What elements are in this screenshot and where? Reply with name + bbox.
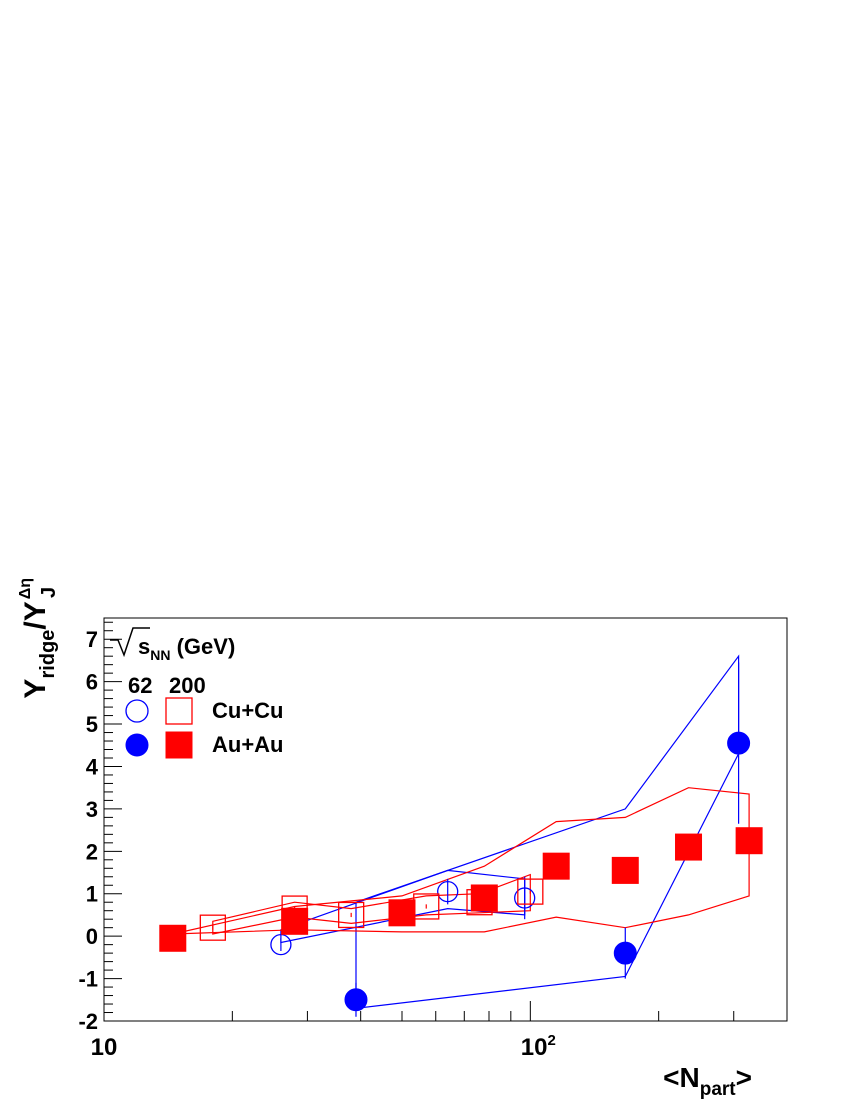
- y-tick-label: -1: [78, 967, 98, 992]
- au-au-200-marker: [735, 827, 763, 855]
- legend-auau-200-marker: [165, 731, 193, 759]
- y-tick-label: 5: [86, 712, 98, 737]
- cu-cu-62-marker: [270, 933, 292, 956]
- legend-col-62: 62: [128, 673, 152, 698]
- au-au-62-marker: [613, 941, 637, 965]
- legend-label-auau: Au+Au: [212, 732, 284, 757]
- y-tick-label: 7: [86, 627, 98, 652]
- y-axis-label-part: Y: [19, 679, 52, 699]
- legend-label-cucu: Cu+Cu: [212, 698, 284, 723]
- y-axis-label-part: /Y: [19, 601, 52, 629]
- cu-cu-62-marker: [514, 887, 536, 909]
- y-tick-label: 2: [86, 839, 98, 864]
- legend-label-cucu-part: Cu+Cu: [212, 698, 284, 723]
- au-au-200-marker: [159, 924, 187, 952]
- au-au-200-marker: [388, 899, 416, 927]
- x-axis-label-part: >: [736, 1062, 752, 1093]
- legend-label-auau-part: Au+Au: [212, 732, 284, 757]
- cu-cu-200-marker: [199, 914, 226, 941]
- plot-frame: [103, 617, 788, 1022]
- y-axis-label-part: J: [38, 587, 60, 598]
- y-tick-label: 1: [86, 882, 98, 907]
- legend-title-part: s: [138, 634, 150, 659]
- au-au-200-marker: [281, 907, 309, 935]
- x-tick-label-part: 10: [521, 1034, 548, 1061]
- legend-title-part: NN: [150, 647, 170, 663]
- au-au-62-marker: [727, 731, 751, 755]
- x-axis-label: <Npart>: [663, 1062, 752, 1100]
- au-au-200-marker: [470, 884, 498, 912]
- x-axis-label-part: <N: [663, 1062, 700, 1093]
- cu-cu-200-marker: [338, 901, 365, 929]
- x-tick-label: 102: [521, 1032, 556, 1061]
- y-tick-label: 0: [86, 924, 98, 949]
- x-tick-label-part: 2: [548, 1032, 556, 1049]
- cu-cu-62-marker: [437, 880, 459, 903]
- legend-col-200-part: 200: [169, 673, 206, 698]
- y-tick-label: 4: [86, 754, 99, 779]
- legend-col-200: 200: [169, 673, 206, 698]
- legend-col-62-part: 62: [128, 673, 152, 698]
- data-markers: [159, 731, 763, 1012]
- au-au-62-marker: [344, 988, 368, 1012]
- legend-title: sNN (GeV): [138, 634, 235, 663]
- x-tick-label-part: 10: [91, 1034, 118, 1061]
- y-tick-label: 6: [86, 670, 98, 695]
- plot-border: [103, 617, 788, 1022]
- au-au-200-marker: [675, 833, 703, 861]
- y-tick-label: -2: [78, 1009, 98, 1034]
- y-axis-label: Yridge/YΔη J: [17, 578, 60, 699]
- legend-cucu-62-marker: [125, 699, 149, 723]
- y-axis-label-part: Δη: [17, 578, 34, 599]
- au-au-200-marker: [611, 856, 639, 884]
- y-axis-label-part: ridge: [37, 630, 59, 679]
- y-tick-label: 3: [86, 797, 98, 822]
- legend-title-part: (GeV): [170, 634, 235, 659]
- au-au-200-marker: [542, 852, 570, 880]
- legend-cucu-200-marker: [165, 697, 193, 725]
- cu-cu-200-marker: [517, 878, 544, 905]
- x-axis-label-part: part: [700, 1079, 737, 1100]
- legend-auau-62-marker: [125, 733, 149, 757]
- sqrt-symbol: [110, 627, 150, 658]
- x-tick-label: 10: [91, 1034, 118, 1061]
